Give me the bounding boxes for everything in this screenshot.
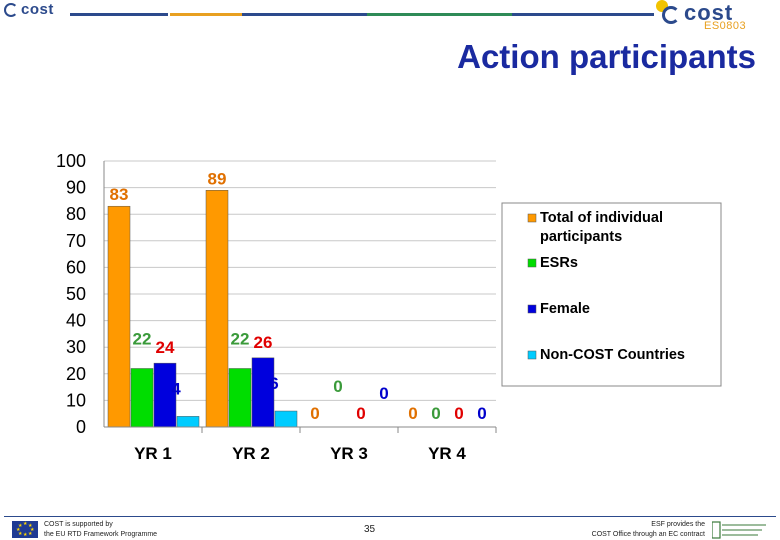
bar (228, 368, 252, 428)
footer-left-line2: the EU RTD Framework Programme (44, 531, 158, 538)
data-label: 22 (133, 329, 152, 348)
legend-label: Non-COST Countries (540, 347, 685, 363)
data-label: 0 (431, 404, 440, 423)
legend-label: Female (540, 301, 590, 317)
footer: ★ ★ ★ ★ ★ ★ ★ ★ COST is supported by the… (0, 512, 780, 540)
footer-rule (4, 516, 776, 517)
y-tick-label: 0 (76, 417, 86, 437)
legend-label: ESRs (540, 255, 578, 271)
legend-label: participants (540, 229, 622, 245)
y-tick-label: 40 (66, 311, 86, 331)
header-line-green (367, 13, 512, 16)
footer-right-text: ESF provides the COST Office through an … (570, 520, 705, 540)
footer-left-line1: COST is supported by (44, 521, 113, 528)
legend-swatch (527, 213, 537, 223)
cost-swirl-icon-right (662, 6, 680, 24)
y-tick-label: 20 (66, 364, 86, 384)
bar (130, 368, 154, 428)
bar (107, 205, 131, 428)
bar (205, 190, 229, 428)
footer-left-text: COST is supported by the EU RTD Framewor… (44, 520, 184, 540)
x-category-label: YR 4 (428, 444, 466, 463)
cost-logo-text: cost (21, 1, 54, 18)
data-label: 0 (310, 404, 319, 423)
x-category-label: YR 1 (134, 444, 172, 463)
data-label: 4 (171, 379, 181, 398)
data-label: 0 (408, 404, 417, 423)
data-label: 22 (231, 329, 250, 348)
data-label: 0 (379, 384, 388, 403)
data-label: 89 (208, 169, 227, 188)
header-line-blue-2 (242, 13, 367, 16)
data-label: 26 (254, 333, 273, 352)
bar (176, 416, 200, 428)
eu-flag-icon: ★ ★ ★ ★ ★ ★ ★ ★ (12, 521, 38, 538)
footer-right-line1: ESF provides the (651, 521, 705, 528)
data-label: 0 (454, 404, 463, 423)
action-code: ES0803 (704, 20, 747, 32)
slide-title: Action participants (457, 38, 756, 75)
y-tick-label: 60 (66, 257, 86, 277)
data-label: 24 (156, 338, 175, 357)
cost-logo-text-right: cost (684, 0, 734, 25)
header-line-orange (170, 13, 242, 16)
header-line-blue-3 (512, 13, 654, 16)
top-bar: cost (0, 0, 780, 20)
legend-swatch (527, 304, 537, 314)
data-label: 83 (110, 185, 129, 204)
bar (274, 410, 298, 428)
y-tick-label: 50 (66, 284, 86, 304)
esf-logo-icon (712, 521, 766, 539)
y-tick-label: 70 (66, 231, 86, 251)
x-category-label: YR 2 (232, 444, 270, 463)
y-tick-label: 30 (66, 337, 86, 357)
data-label: 0 (333, 377, 342, 396)
data-label: 0 (356, 404, 365, 423)
header-line-blue-1 (70, 13, 168, 16)
legend-swatch (527, 258, 537, 268)
cost-logo-left: cost (4, 1, 54, 18)
page-number: 35 (364, 524, 376, 535)
x-category-label: YR 3 (330, 444, 368, 463)
legend-label: Total of individual (540, 210, 663, 226)
y-tick-label: 80 (66, 204, 86, 224)
legend-box (501, 202, 722, 387)
footer-right-line2: COST Office through an EC contract (591, 531, 705, 538)
y-tick-label: 10 (66, 390, 86, 410)
legend-swatch (527, 350, 537, 360)
cost-swirl-icon (4, 2, 18, 17)
data-label: 6 (269, 374, 278, 393)
data-label: 0 (477, 404, 486, 423)
y-tick-label: 100 (56, 151, 86, 171)
cost-logo-right: cost ES0803 (654, 0, 776, 36)
y-tick-label: 90 (66, 178, 86, 198)
